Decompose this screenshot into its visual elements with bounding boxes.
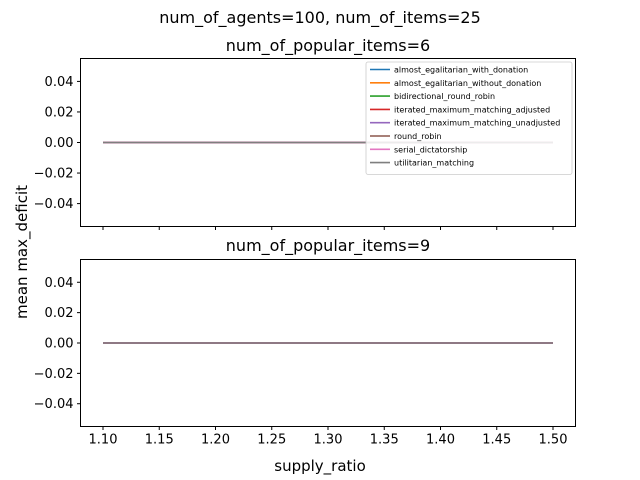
x-tick-label: 1.25: [257, 433, 286, 448]
axes-frame: [80, 259, 576, 427]
x-tick-label: 1.40: [426, 433, 455, 448]
y-tick-label: −0.02: [34, 167, 74, 182]
panel-popular-items-9: num_of_popular_items=9 0.04 0.02 0.00 −0.02…: [34, 236, 576, 448]
legend-entry: almost_egalitarian_with_donation: [394, 66, 528, 75]
axis-ticks: 0.04 0.02 0.00 −0.02 −0.04: [34, 75, 554, 230]
y-tick-label: 0.00: [45, 337, 74, 352]
legend-entry: almost_egalitarian_without_donation: [394, 79, 541, 88]
legend-entry: serial_dictatorship: [394, 145, 467, 154]
x-tick-label: 1.10: [89, 433, 118, 448]
y-tick-label: 0.02: [45, 306, 74, 321]
legend-entry: bidirectional_round_robin: [394, 92, 495, 101]
y-tick-label: −0.04: [34, 197, 74, 212]
legend-entry: round_robin: [394, 132, 442, 141]
shared-x-axis-label: supply_ratio: [274, 457, 366, 476]
y-tick-label: 0.04: [45, 75, 74, 90]
x-tick-label: 1.15: [145, 433, 174, 448]
figure-suptitle: num_of_agents=100, num_of_items=25: [159, 8, 481, 28]
y-tick-label: 0.02: [45, 105, 74, 120]
x-tick-label: 1.35: [370, 433, 399, 448]
panel-popular-items-6: num_of_popular_items=6 0.04 0.02 0.00 −0.02…: [34, 36, 576, 230]
legend: almost_egalitarian_with_donation almost_e…: [365, 61, 573, 175]
y-tick-label: −0.04: [34, 397, 74, 412]
legend-frame: [365, 61, 573, 175]
y-tick-label: 0.00: [45, 136, 74, 151]
x-tick-label: 1.30: [314, 433, 343, 448]
legend-entry: iterated_maximum_matching_adjusted: [394, 105, 550, 114]
panel-title: num_of_popular_items=6: [226, 36, 430, 56]
axes-frame: [80, 58, 576, 227]
legend-entry: iterated_maximum_matching_unadjusted: [394, 119, 560, 128]
axis-ticks: 0.04 0.02 0.00 −0.02 −0.04 1.10 1.15 1.20 1.25 1.…: [34, 276, 568, 448]
shared-y-axis-label: mean max_deficit: [13, 185, 32, 319]
panel-title: num_of_popular_items=9: [226, 236, 430, 256]
x-tick-label: 1.50: [539, 433, 568, 448]
y-tick-label: −0.02: [34, 367, 74, 382]
x-tick-label: 1.20: [201, 433, 230, 448]
legend-entry: utilitarian_matching: [394, 159, 474, 168]
x-tick-label: 1.45: [482, 433, 511, 448]
y-tick-label: 0.04: [45, 276, 74, 291]
